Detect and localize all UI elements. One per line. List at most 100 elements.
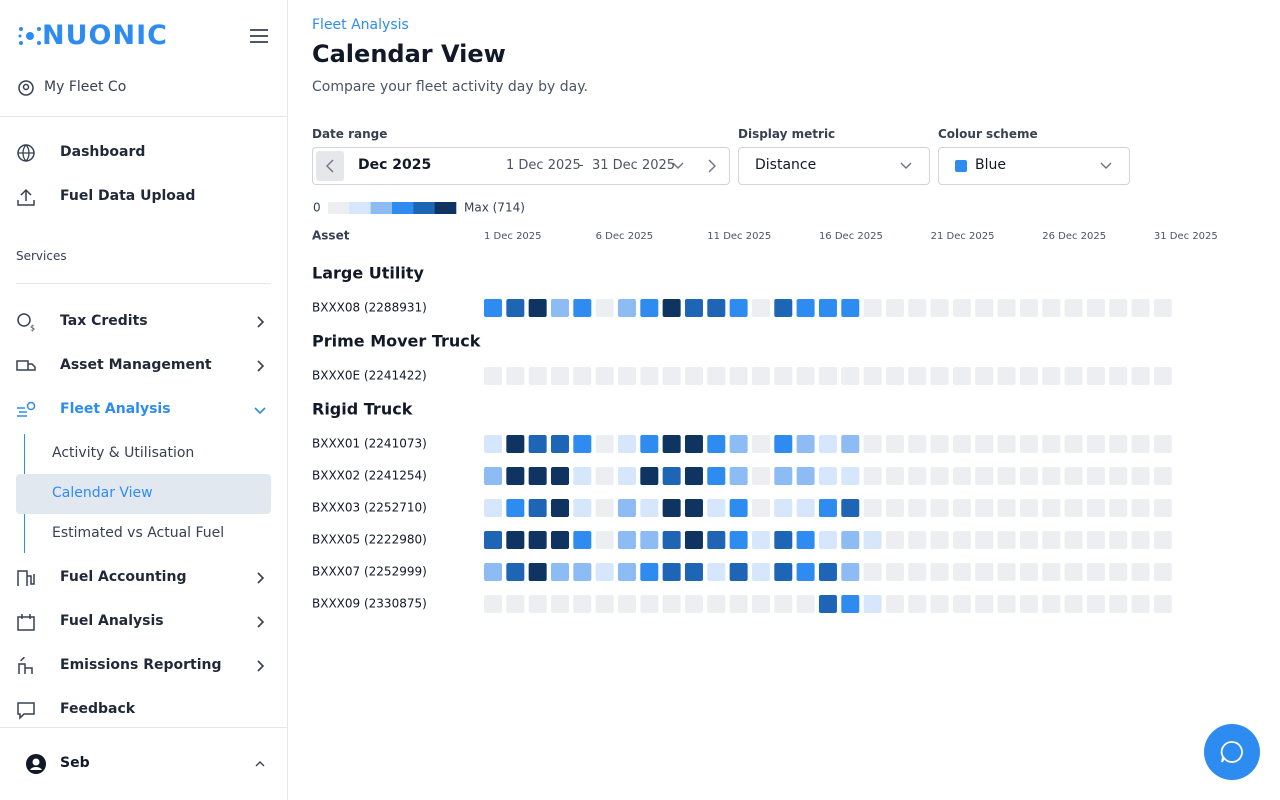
day-cell xyxy=(1153,299,1172,317)
day-cell xyxy=(550,563,569,581)
nav-icon xyxy=(17,188,35,206)
day-cell xyxy=(506,299,525,317)
active-highlight xyxy=(16,474,271,514)
day-cell xyxy=(863,563,882,581)
day-cell xyxy=(1042,595,1061,613)
day-cell xyxy=(930,531,949,549)
day-cell xyxy=(662,563,681,581)
metric-select[interactable]: Distance xyxy=(738,147,930,185)
legend-max: Max (714) xyxy=(464,201,525,215)
day-cell xyxy=(662,435,681,453)
nav-item[interactable]: Fuel Accounting xyxy=(60,569,187,585)
next-month-button[interactable] xyxy=(706,158,718,174)
date-label: 26 Dec 2025 xyxy=(1042,231,1106,242)
legend-swatch xyxy=(392,202,414,214)
month: Dec 2025 xyxy=(358,157,432,173)
sub-nav-item[interactable]: Estimated vs Actual Fuel xyxy=(52,525,225,541)
nav-item[interactable]: Asset Management xyxy=(60,357,212,373)
day-cell xyxy=(1064,467,1083,485)
day-cell xyxy=(550,467,569,485)
day-cell xyxy=(707,467,726,485)
day-cell xyxy=(930,563,949,581)
day-cell xyxy=(729,367,748,385)
menu-button[interactable] xyxy=(249,29,269,43)
day-cell xyxy=(729,499,748,517)
day-cell xyxy=(863,299,882,317)
day-cell xyxy=(640,299,659,317)
sub-nav-item-active[interactable]: Calendar View xyxy=(52,485,153,501)
day-cell xyxy=(1153,595,1172,613)
day-cell xyxy=(774,499,793,517)
day-cell xyxy=(662,499,681,517)
day-cell xyxy=(1131,467,1150,485)
day-cell xyxy=(729,435,748,453)
day-cell xyxy=(1153,367,1172,385)
day-cell xyxy=(1019,531,1038,549)
chevron xyxy=(255,761,265,767)
nav-item-active[interactable]: Fleet Analysis xyxy=(60,401,171,417)
day-cell xyxy=(885,367,904,385)
day-cell xyxy=(640,563,659,581)
day-cell xyxy=(975,531,994,549)
day-cell xyxy=(1064,367,1083,385)
day-cell xyxy=(684,435,703,453)
day-cell xyxy=(1042,499,1061,517)
chevron xyxy=(257,316,265,328)
user-name[interactable]: Seb xyxy=(60,755,90,771)
day-cell xyxy=(528,595,547,613)
dropdown-chevron xyxy=(900,162,912,169)
nav-item[interactable]: Fuel Data Upload xyxy=(60,188,196,204)
day-cell xyxy=(774,435,793,453)
day-cell xyxy=(818,367,837,385)
day-cell xyxy=(550,299,569,317)
day-cell xyxy=(617,467,636,485)
day-cell xyxy=(617,531,636,549)
day-cell xyxy=(751,595,770,613)
asset-name: BXXX09 (2330875) xyxy=(312,597,427,611)
day-cell xyxy=(595,499,614,517)
day-cell xyxy=(640,499,659,517)
day-cell xyxy=(841,531,860,549)
colour-scheme-select[interactable]: Blue xyxy=(938,147,1130,185)
day-cell xyxy=(573,563,592,581)
legend-swatch xyxy=(370,202,393,214)
day-cell xyxy=(908,367,927,385)
day-cell xyxy=(885,595,904,613)
chat-button[interactable] xyxy=(1204,724,1260,780)
day-cell xyxy=(774,595,793,613)
nav-item[interactable]: Dashboard xyxy=(60,144,146,160)
day-cell xyxy=(841,499,860,517)
dropdown-chevron[interactable] xyxy=(671,160,685,172)
day-cell xyxy=(952,367,971,385)
day-cell xyxy=(617,367,636,385)
asset-name: BXXX05 (2222980) xyxy=(312,533,427,547)
day-cell xyxy=(506,367,525,385)
page-title: Calendar View xyxy=(312,40,506,68)
prev-month-button[interactable] xyxy=(316,151,344,181)
asset-header: Asset xyxy=(312,229,350,243)
day-cell xyxy=(975,563,994,581)
day-cell xyxy=(796,499,815,517)
date-range-picker[interactable]: Dec 2025 1 Dec 2025 - 31 Dec 2025 xyxy=(312,147,730,185)
day-cell xyxy=(1019,367,1038,385)
day-cell xyxy=(484,531,502,549)
sub-nav-item[interactable]: Activity & Utilisation xyxy=(52,445,195,461)
day-cell xyxy=(662,531,681,549)
nav-item[interactable]: Emissions Reporting xyxy=(60,657,222,673)
day-cell xyxy=(1019,563,1038,581)
day-cell xyxy=(885,435,904,453)
day-cell xyxy=(818,435,837,453)
day-cell xyxy=(975,367,994,385)
day-cell xyxy=(885,299,904,317)
day-cell xyxy=(1086,563,1105,581)
day-cell xyxy=(573,435,592,453)
org-name[interactable]: My Fleet Co xyxy=(44,79,127,95)
nav-item[interactable]: Feedback xyxy=(60,701,136,717)
nav-item[interactable]: Tax Credits xyxy=(60,313,148,329)
day-cell xyxy=(997,531,1016,549)
breadcrumb[interactable]: Fleet Analysis xyxy=(312,17,409,33)
day-cell xyxy=(506,467,525,485)
nav-item[interactable]: Fuel Analysis xyxy=(60,613,164,629)
day-cell xyxy=(684,367,703,385)
